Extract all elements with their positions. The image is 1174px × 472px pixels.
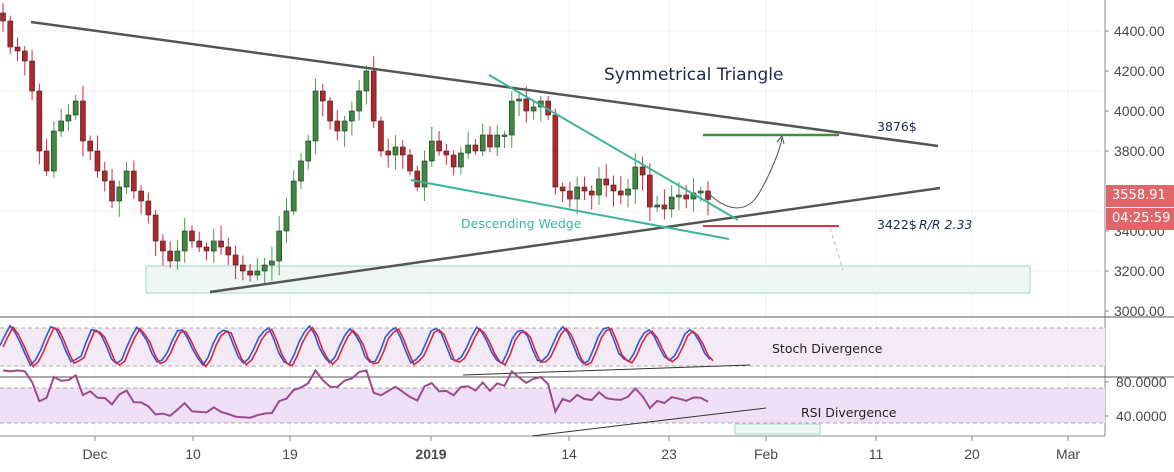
time-tick-2019: 2019 xyxy=(415,446,446,462)
wedge-label[interactable]: Descending Wedge xyxy=(461,216,582,231)
rsi-divergence-label[interactable]: RSI Divergence xyxy=(801,405,897,420)
last-price-tag: 3558.91 xyxy=(1106,185,1174,207)
price-tick-4200: 4200.00 xyxy=(1114,63,1165,79)
price-tick-3000: 3000.00 xyxy=(1114,303,1165,319)
time-tick-11: 11 xyxy=(869,446,884,462)
price-tick-3800: 3800.00 xyxy=(1114,143,1165,159)
risk-reward-label[interactable]: R/R 2.33 xyxy=(919,217,973,232)
time-tick-19: 19 xyxy=(282,446,298,462)
wedge-lower-line[interactable] xyxy=(410,179,730,240)
candlestick-series xyxy=(0,3,711,285)
triangle-upper-trendline[interactable] xyxy=(30,20,939,148)
time-tick-dec: Dec xyxy=(83,446,108,462)
stoch-band xyxy=(0,328,1105,366)
time-tick-20: 20 xyxy=(964,446,980,462)
stop-price-label[interactable]: 3422$ xyxy=(877,217,917,232)
stoch-k-line xyxy=(0,324,711,367)
pattern-title[interactable]: Symmetrical Triangle xyxy=(604,65,784,85)
time-axis[interactable]: Dec 10 19 2019 14 23 Feb 11 20 Mar xyxy=(83,436,1081,462)
support-zone[interactable] xyxy=(145,265,1031,294)
rsi-tick-40: 40.0000 xyxy=(1116,408,1167,424)
rsi-tick-80: 80.0000 xyxy=(1116,374,1167,390)
triangle-lower-trendline[interactable] xyxy=(209,186,941,294)
rsi-small-zone xyxy=(734,423,821,435)
wedge-upper-line[interactable] xyxy=(488,74,739,221)
price-tick-3200: 3200.00 xyxy=(1114,263,1165,279)
stoch-d-line xyxy=(2,325,714,368)
stoch-divergence-label[interactable]: Stoch Divergence xyxy=(772,341,883,356)
arrowhead-icon xyxy=(776,134,785,145)
stoch-pane[interactable] xyxy=(0,324,1105,376)
projection-arrow-path[interactable] xyxy=(706,137,783,209)
target-price-label[interactable]: 3876$ xyxy=(877,119,917,134)
rsi-band xyxy=(0,388,1105,423)
time-tick-feb: Feb xyxy=(754,446,778,462)
time-tick-10: 10 xyxy=(185,446,201,462)
price-tick-4400: 4400.00 xyxy=(1114,23,1165,39)
price-axis[interactable]: 4400.00 4200.00 4000.00 3800.00 3400.00 … xyxy=(1105,23,1165,319)
time-tick-23: 23 xyxy=(661,446,677,462)
time-tick-14: 14 xyxy=(561,446,577,462)
rsi-divergence-line[interactable] xyxy=(531,407,767,437)
dashed-projection-down xyxy=(829,227,844,271)
rsi-pane[interactable]: 80.0000 40.0000 xyxy=(0,368,1167,437)
price-tick-4000: 4000.00 xyxy=(1114,103,1165,119)
rsi-line xyxy=(2,368,709,419)
bar-countdown-tag: 04:25:59 xyxy=(1106,208,1174,230)
time-tick-mar: Mar xyxy=(1056,446,1080,462)
